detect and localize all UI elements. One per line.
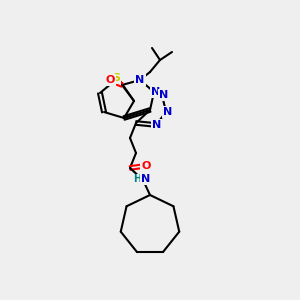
Text: O: O [105, 75, 115, 85]
Text: O: O [141, 161, 151, 171]
Text: S: S [112, 73, 120, 83]
Text: N: N [159, 90, 169, 100]
Text: N: N [152, 87, 160, 97]
Text: N: N [141, 174, 151, 184]
Text: N: N [152, 120, 162, 130]
Text: N: N [164, 107, 172, 117]
Text: N: N [135, 75, 145, 85]
Text: H: H [133, 174, 141, 184]
